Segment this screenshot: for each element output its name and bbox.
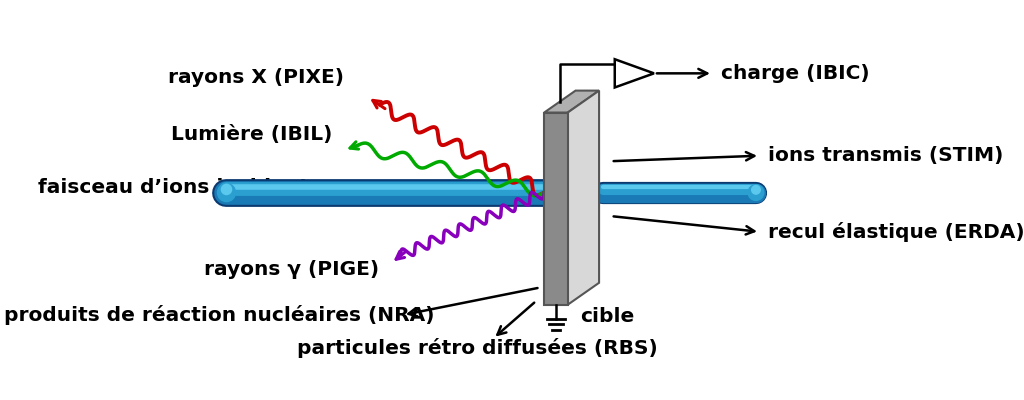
Text: Lumière (IBIL): Lumière (IBIL) (171, 125, 333, 144)
Bar (544, 112, 567, 305)
Text: rayons γ (PIGE): rayons γ (PIGE) (205, 260, 380, 279)
Circle shape (749, 185, 764, 200)
Circle shape (752, 186, 760, 194)
Polygon shape (567, 91, 599, 305)
Circle shape (217, 184, 236, 202)
Circle shape (221, 184, 231, 194)
Text: cible: cible (580, 307, 634, 326)
Polygon shape (544, 91, 599, 112)
Text: produits de réaction nucléaires (NRA): produits de réaction nucléaires (NRA) (4, 305, 434, 325)
Polygon shape (614, 59, 654, 88)
Text: faisceau d’ions incident: faisceau d’ions incident (38, 178, 309, 196)
Text: rayons X (PIXE): rayons X (PIXE) (168, 68, 344, 87)
Text: particules rétro diffusées (RBS): particules rétro diffusées (RBS) (297, 338, 657, 358)
Text: charge (IBIC): charge (IBIC) (721, 64, 869, 83)
Text: recul élastique (ERDA): recul élastique (ERDA) (768, 222, 1024, 242)
Text: ions transmis (STIM): ions transmis (STIM) (768, 146, 1004, 165)
